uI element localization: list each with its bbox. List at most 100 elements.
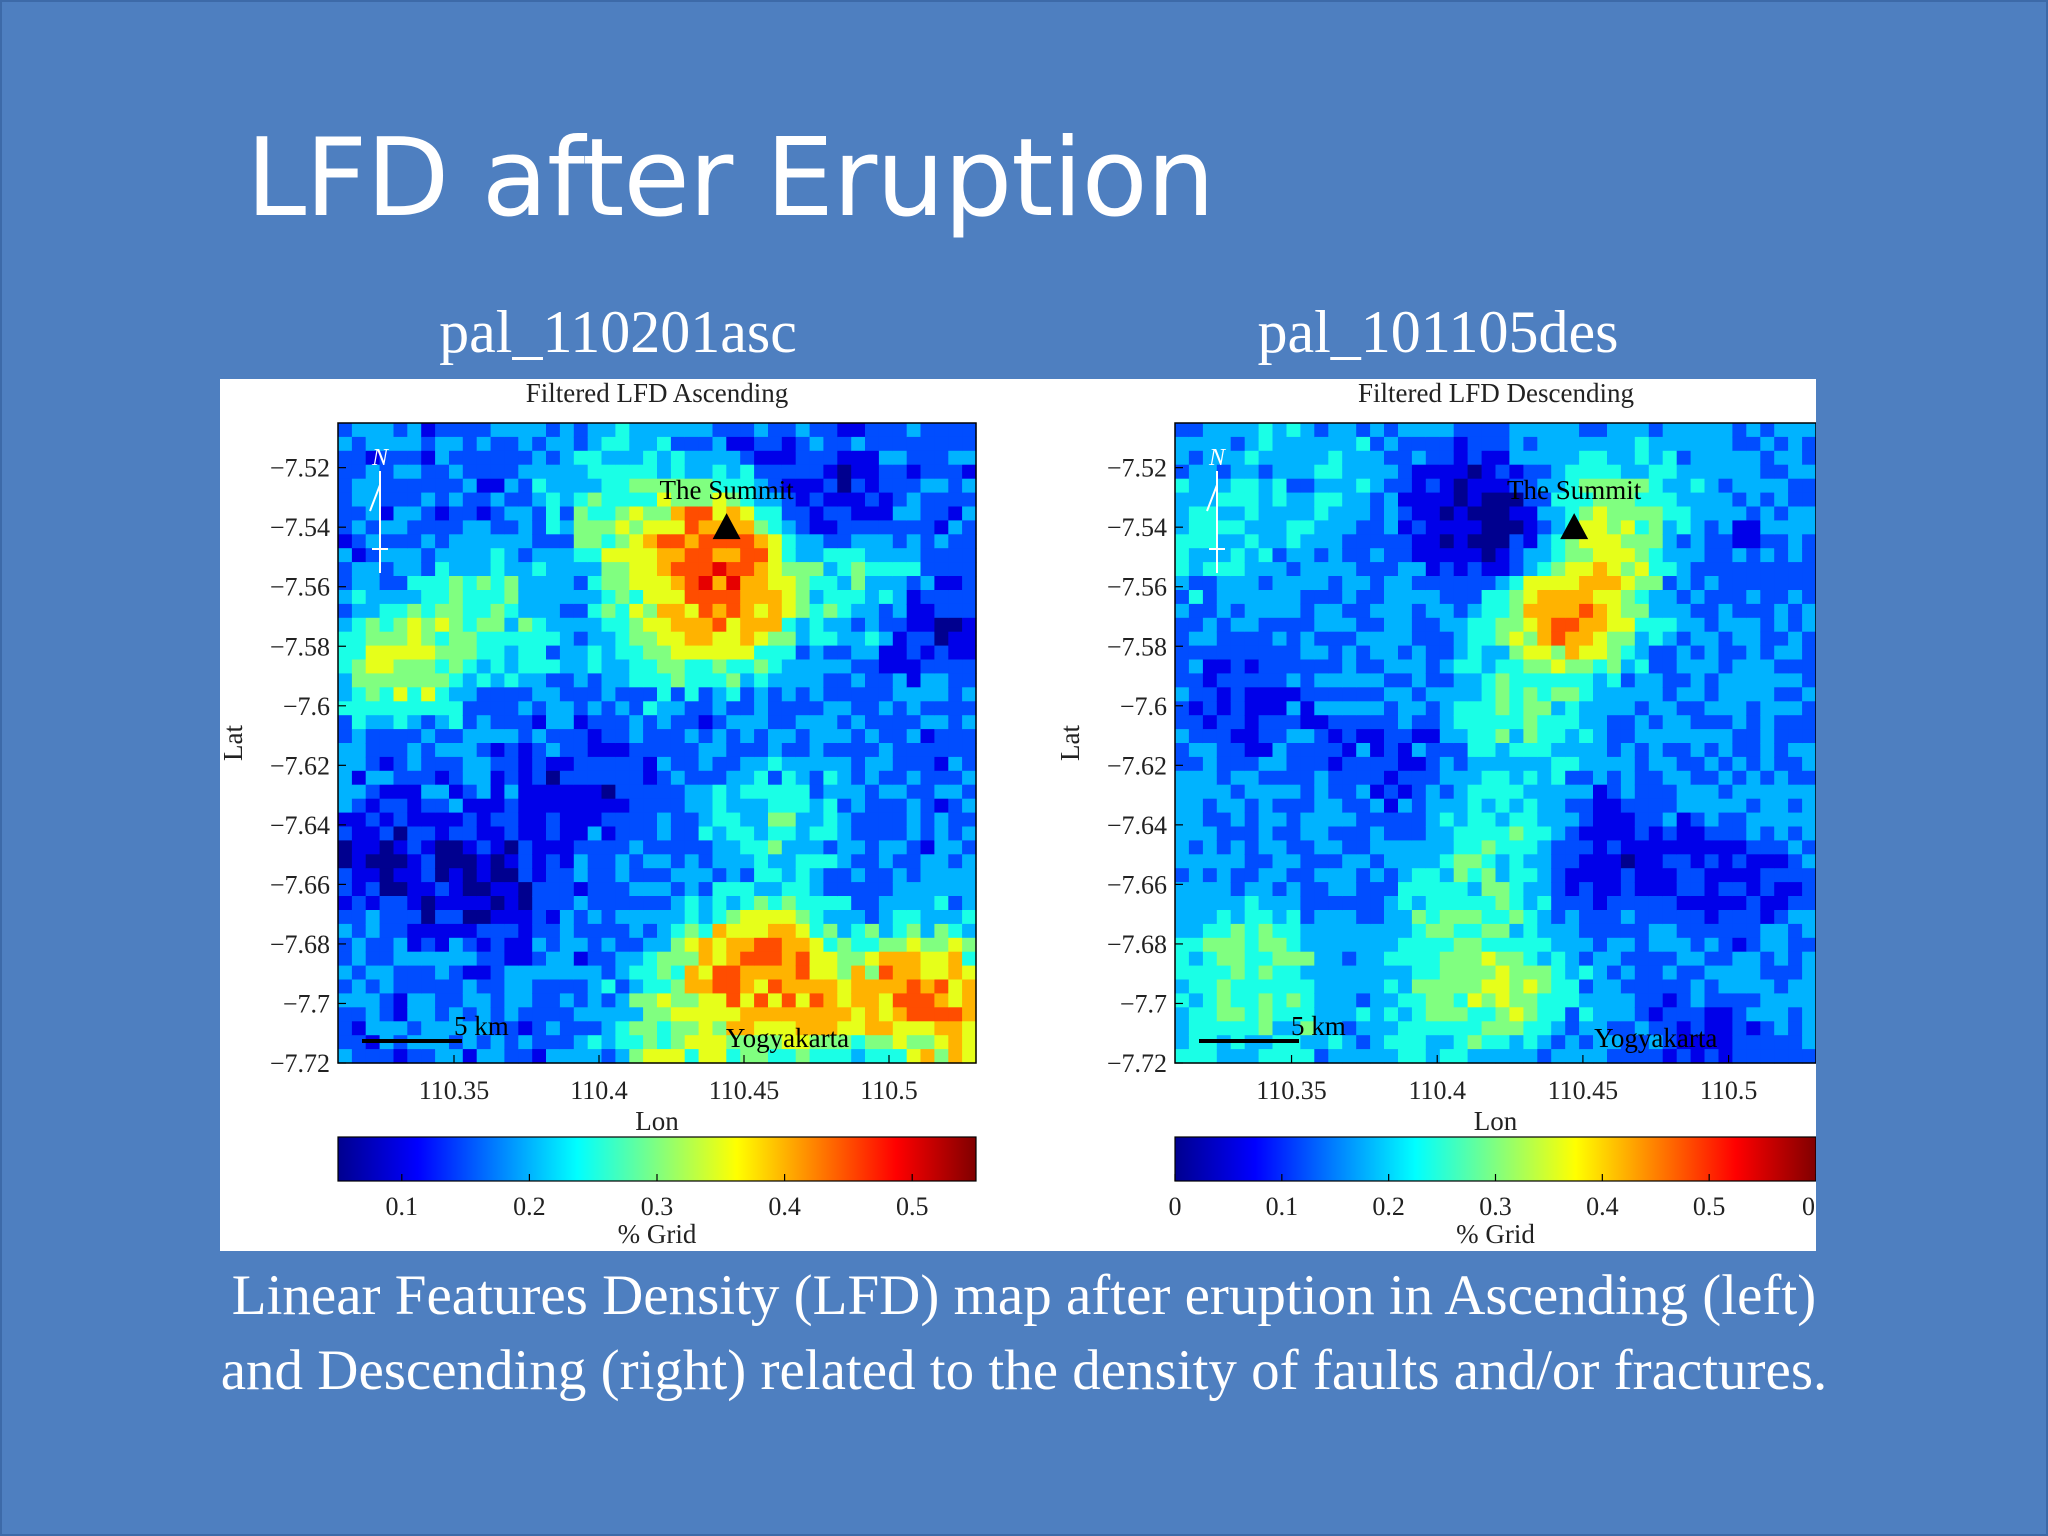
heat-cell: [726, 715, 741, 730]
heat-cell: [1216, 548, 1232, 563]
heat-cell: [712, 603, 727, 619]
heat-cell: [1802, 576, 1816, 591]
heat-cell: [1788, 631, 1803, 647]
heat-cell: [1537, 603, 1552, 619]
heat-cell: [726, 562, 741, 577]
heat-cell: [1607, 882, 1622, 897]
heat-cell: [878, 910, 894, 925]
heat-cell: [365, 562, 381, 577]
heat-cell: [1202, 756, 1218, 772]
heat-cell: [809, 450, 825, 466]
heat-cell: [809, 784, 825, 800]
heat-cell: [1718, 701, 1733, 716]
heat-cell: [684, 1021, 700, 1036]
heat-cell: [934, 1007, 949, 1022]
heat-cell: [490, 492, 506, 508]
heat-cell: [865, 436, 880, 452]
heat-cell: [462, 1049, 478, 1064]
heat-cell: [1551, 423, 1566, 438]
heat-cell: [559, 687, 575, 702]
heat-cell: [435, 534, 450, 549]
heat-cell: [435, 645, 450, 661]
heat-cell: [1384, 715, 1399, 730]
heat-cell: [795, 534, 811, 549]
heat-cell: [643, 617, 658, 633]
heat-cell: [1300, 478, 1315, 494]
heat-cell: [768, 590, 783, 605]
heat-cell: [1523, 756, 1538, 772]
heat-cell: [726, 492, 741, 508]
heat-cell: [948, 464, 963, 480]
heat-cell: [351, 1021, 367, 1036]
heat-cell: [1634, 464, 1650, 480]
heat-cell: [1216, 534, 1232, 549]
heat-cell: [1802, 687, 1816, 702]
heat-cell: [1370, 840, 1385, 855]
heat-cell: [1202, 868, 1218, 883]
heat-cell: [1258, 562, 1274, 577]
heat-cell: [1439, 520, 1455, 535]
heat-cell: [365, 436, 381, 452]
heat-cell: [504, 492, 519, 508]
heat-cell: [393, 798, 408, 814]
heat-cell: [490, 756, 506, 772]
heat-cell: [698, 576, 714, 591]
heat-cell: [1370, 923, 1385, 939]
heat-cell: [837, 896, 852, 911]
heat-cell: [407, 743, 422, 758]
heat-cell: [657, 659, 672, 674]
heat-cell: [518, 812, 533, 828]
heat-cell: [795, 882, 811, 897]
heat-cell: [1425, 784, 1441, 800]
heat-cell: [768, 436, 783, 452]
heat-cell: [546, 826, 561, 841]
heat-cell: [712, 617, 727, 633]
heat-cell: [435, 562, 450, 577]
heat-cell: [657, 896, 672, 911]
heat-cell: [518, 979, 533, 994]
heat-cell: [1314, 590, 1329, 605]
heat-cell: [379, 1007, 395, 1022]
heat-cell: [1175, 1035, 1190, 1050]
heat-cell: [712, 868, 727, 883]
heat-cell: [1676, 687, 1692, 702]
heat-cell: [823, 743, 838, 758]
heat-cell: [781, 798, 797, 814]
heat-cell: [573, 673, 589, 688]
heat-cell: [657, 784, 672, 800]
heat-cell: [1188, 812, 1204, 828]
heat-cell: [1230, 701, 1246, 716]
heat-cell: [768, 923, 783, 939]
north-arrow-icon: [1206, 471, 1225, 573]
heat-cell: [1300, 548, 1315, 563]
heat-cell: [1202, 784, 1218, 800]
heat-cell: [629, 617, 644, 633]
heat-cell: [1593, 770, 1608, 786]
heat-cell: [1202, 450, 1218, 466]
heat-cell: [1300, 743, 1315, 758]
heat-cell: [573, 464, 589, 480]
heat-cell: [1328, 756, 1343, 772]
heat-cell: [1634, 590, 1650, 605]
heat-cell: [754, 590, 769, 605]
heat-cell: [1188, 896, 1204, 911]
heat-cell: [1523, 854, 1538, 869]
heat-cell: [449, 854, 464, 869]
heat-cell: [1690, 423, 1706, 438]
heat-cell: [1398, 840, 1413, 855]
heat-cell: [1523, 590, 1538, 605]
heat-cell: [462, 979, 478, 994]
heat-cell: [601, 1035, 616, 1050]
heat-cell: [393, 659, 408, 674]
heat-cell: [532, 729, 547, 744]
heat-cell: [1230, 436, 1246, 452]
heat-cell: [421, 937, 436, 953]
heat-cell: [823, 756, 838, 772]
heat-cell: [532, 868, 547, 883]
heat-cell: [449, 464, 464, 480]
heat-cell: [948, 478, 963, 494]
heat-cell: [504, 882, 519, 897]
heat-cell: [573, 687, 589, 702]
scale-bar-label: 5 km: [454, 1011, 509, 1041]
heat-cell: [1620, 868, 1636, 883]
